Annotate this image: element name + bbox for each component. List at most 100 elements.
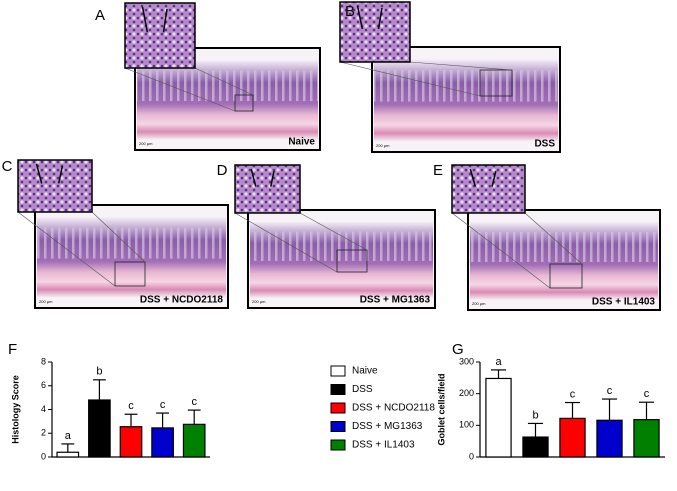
y-tick-label: 100 bbox=[459, 420, 474, 430]
y-tick-label: 300 bbox=[459, 356, 474, 366]
arrow bbox=[35, 163, 43, 184]
significance-letter: c bbox=[644, 388, 650, 400]
histology-panels: A Naive 200 µm B DSS 200 µm C DSS + NCDO2118 200… bbox=[2, 1, 661, 311]
image-border bbox=[34, 204, 229, 309]
legend-swatch bbox=[330, 439, 346, 451]
image-border bbox=[371, 46, 561, 153]
bar bbox=[182, 423, 206, 458]
legend-swatch bbox=[330, 421, 346, 432]
panel-letter: E bbox=[433, 162, 443, 179]
bar bbox=[151, 427, 174, 458]
significance-letter: a bbox=[495, 356, 502, 368]
image-border bbox=[467, 209, 661, 311]
legend: Naive DSS DSS + NCDO2118 DSS + MG1363 DSS + … bbox=[330, 365, 435, 451]
arrow bbox=[356, 5, 364, 30]
scale-label: 200 µm bbox=[39, 299, 53, 304]
bar bbox=[522, 436, 549, 458]
legend-swatch bbox=[330, 384, 346, 395]
arrow bbox=[250, 168, 257, 187]
arrow bbox=[162, 8, 168, 33]
y-tick-label: 0 bbox=[41, 451, 46, 461]
y-tick-label: 4 bbox=[41, 404, 46, 414]
zoom-line bbox=[339, 61, 481, 97]
y-axis-title: Histology Score bbox=[10, 375, 20, 444]
inset-image bbox=[17, 159, 93, 213]
bar bbox=[119, 426, 143, 458]
y-tick-label: 2 bbox=[41, 428, 46, 438]
significance-letter: c bbox=[128, 400, 134, 412]
significance-letter: c bbox=[191, 396, 197, 408]
panel-label: DSS + NCDO2118 bbox=[140, 295, 224, 306]
zoom-box bbox=[234, 94, 254, 112]
legend-label: DSS + IL1403 bbox=[352, 440, 415, 451]
zoom-line bbox=[299, 212, 368, 251]
arrow bbox=[270, 170, 275, 187]
zoom-box bbox=[479, 69, 513, 97]
panel-label: Naive bbox=[288, 137, 315, 148]
zoom-box bbox=[336, 249, 368, 273]
legend-label: DSS + MG1363 bbox=[352, 421, 423, 432]
arrow bbox=[491, 170, 497, 187]
zoom-line bbox=[451, 212, 551, 289]
legend-label: DSS + NCDO2118 bbox=[352, 403, 435, 414]
panel-letter: B bbox=[345, 3, 355, 20]
image-border bbox=[247, 209, 436, 309]
inset-image bbox=[234, 164, 301, 214]
y-tick-label: 200 bbox=[459, 388, 474, 398]
inset-image bbox=[451, 164, 526, 214]
bar bbox=[633, 419, 660, 458]
bar bbox=[559, 417, 586, 458]
panel-label: DSS + IL1403 bbox=[592, 297, 656, 308]
zoom-line bbox=[234, 212, 338, 273]
panel-letter: F bbox=[8, 341, 17, 358]
panel-letter: A bbox=[95, 7, 105, 24]
zoom-line bbox=[194, 67, 254, 96]
zoom-box bbox=[114, 261, 146, 287]
significance-letter: c bbox=[160, 399, 166, 411]
scale-label: 200 µm bbox=[252, 299, 266, 304]
legend-label: DSS bbox=[352, 384, 373, 395]
panel-letter: D bbox=[217, 162, 228, 179]
legend-label: Naive bbox=[352, 366, 378, 377]
scale-label: 200 µm bbox=[376, 143, 390, 148]
y-axis-title: Goblet cells/field bbox=[436, 373, 446, 445]
significance-letter: c bbox=[570, 388, 576, 400]
panel-label: DSS bbox=[534, 139, 555, 150]
scale-label: 200 µm bbox=[472, 301, 486, 306]
charts: F Histology Score 0 2 4 6 8 a b c c c G Goblet cells/… bbox=[8, 341, 665, 461]
arrow bbox=[57, 165, 64, 184]
significance-letter: c bbox=[607, 385, 613, 397]
crypt-layer bbox=[37, 227, 226, 259]
inset-image bbox=[124, 2, 196, 69]
significance-letter: a bbox=[65, 430, 72, 442]
bar bbox=[88, 399, 111, 458]
legend-swatch bbox=[330, 402, 346, 414]
arrow bbox=[469, 168, 477, 187]
zoom-line bbox=[91, 211, 146, 263]
crypt-layer bbox=[470, 232, 658, 262]
crypt-layer bbox=[137, 70, 318, 102]
bar bbox=[596, 419, 623, 458]
crypt-layer bbox=[250, 231, 433, 261]
legend-swatch bbox=[330, 365, 346, 377]
zoom-line bbox=[524, 212, 583, 265]
significance-letter: b bbox=[96, 366, 102, 378]
zoom-line bbox=[124, 67, 236, 112]
crypt-layer bbox=[374, 70, 558, 102]
zoom-box bbox=[549, 263, 583, 289]
image-border bbox=[134, 47, 321, 151]
significance-letter: b bbox=[532, 409, 538, 421]
arrow bbox=[377, 7, 383, 30]
bar bbox=[485, 377, 512, 458]
y-tick-label: 0 bbox=[469, 451, 474, 461]
scale-label: 200 µm bbox=[139, 141, 153, 146]
zoom-line bbox=[17, 211, 116, 287]
y-tick-label: 8 bbox=[41, 356, 46, 366]
arrow bbox=[141, 6, 149, 33]
y-tick-label: 6 bbox=[41, 380, 46, 390]
panel-letter: G bbox=[452, 341, 464, 358]
zoom-line bbox=[409, 61, 513, 71]
bar bbox=[56, 451, 80, 458]
panel-letter: C bbox=[2, 158, 13, 175]
